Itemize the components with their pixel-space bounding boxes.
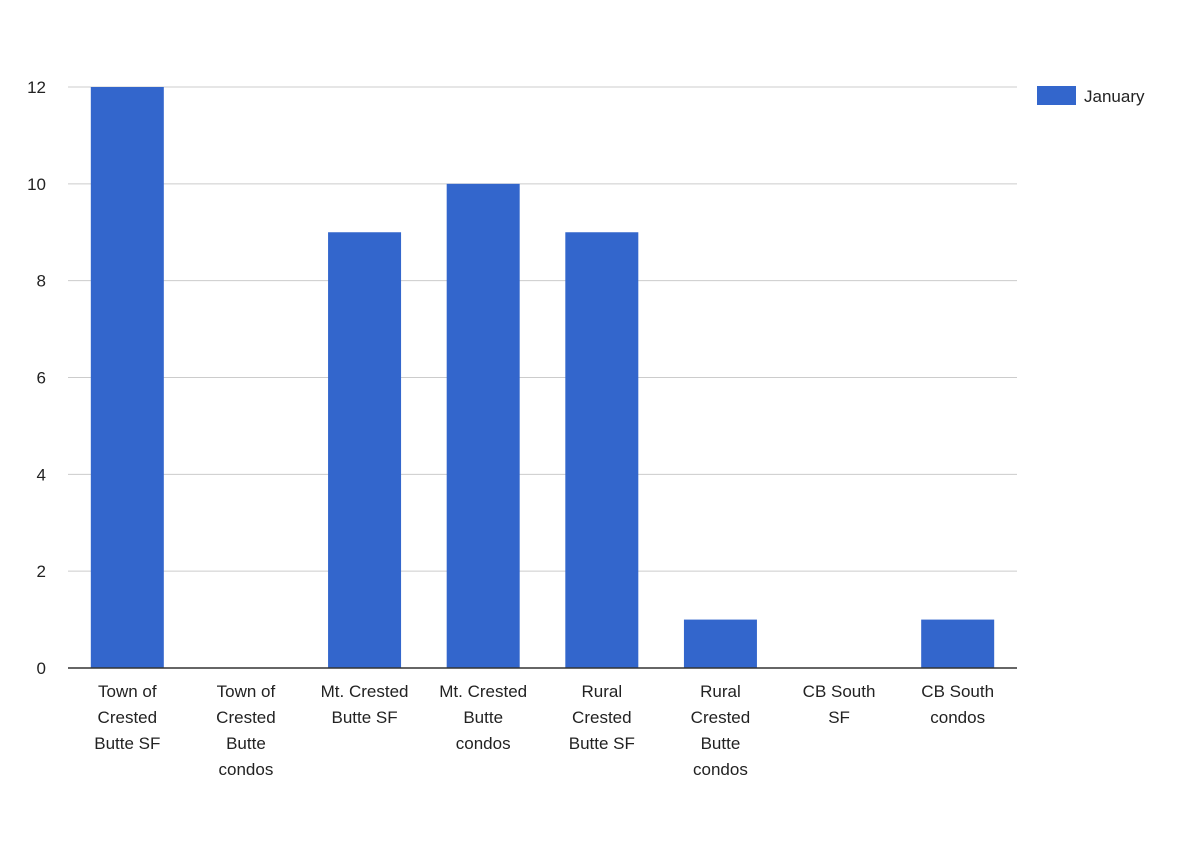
x-category-label-line: Rural [582,682,623,701]
bar-1 [90,87,164,668]
legend: January [1037,86,1145,106]
x-category-label-line: Butte [701,734,741,753]
x-category-label-line: Butte [226,734,266,753]
y-tick-label-12: 12 [27,78,46,97]
x-category-label-line: Town of [98,682,157,701]
bar-3 [328,232,402,668]
x-category-label-line: CB South [921,682,994,701]
x-category-label-1: Town of Crested Butte SF [94,682,160,753]
bars [90,87,995,669]
x-category-label-3: Mt. Crested Butte SF [321,682,409,727]
x-category-label-line: Mt. Crested [439,682,527,701]
x-category-label-5: Rural Crested Butte SF [569,682,635,753]
x-category-label-line: condos [693,760,748,779]
x-category-label-line: Butte [463,708,503,727]
bar-8 [921,619,995,668]
x-category-label-line: CB South [803,682,876,701]
x-category-label-line: condos [930,708,985,727]
x-category-label-4: Mt. Crested Butte condos [439,682,527,753]
bar-5 [565,232,639,668]
x-category-label-line: Butte SF [94,734,160,753]
x-category-label-8: CB South condos [921,682,994,727]
x-category-label-line: Crested [216,708,276,727]
y-tick-label-8: 8 [37,272,46,291]
y-tick-label-10: 10 [27,175,46,194]
x-category-label-line: Butte SF [331,708,397,727]
x-category-label-line: Butte SF [569,734,635,753]
y-axis-tick-labels: 0 2 4 6 8 10 12 [27,78,46,678]
x-category-label-2: Town of Crested Butte condos [216,682,276,779]
x-category-label-7: CB South SF [803,682,876,727]
x-category-label-line: Crested [98,708,158,727]
x-category-label-line: Crested [691,708,751,727]
x-category-label-line: Crested [572,708,632,727]
x-category-label-line: condos [219,760,274,779]
legend-label-january: January [1084,87,1145,106]
y-tick-label-6: 6 [37,369,46,388]
gridlines [68,86,1017,572]
bar-4 [446,183,520,669]
y-tick-label-4: 4 [37,465,46,484]
x-category-label-line: Town of [217,682,276,701]
x-category-label-line: SF [828,708,850,727]
x-category-label-6: Rural Crested Butte condos [691,682,751,779]
bar-6 [683,619,757,668]
x-axis-category-labels: Town of Crested Butte SF Town of Crested Butt… [94,682,994,779]
x-category-label-line: Rural [700,682,741,701]
y-tick-label-0: 0 [37,659,46,678]
x-category-label-line: condos [456,734,511,753]
x-category-label-line: Mt. Crested [321,682,409,701]
y-tick-label-2: 2 [37,562,46,581]
legend-swatch-january [1037,86,1076,105]
